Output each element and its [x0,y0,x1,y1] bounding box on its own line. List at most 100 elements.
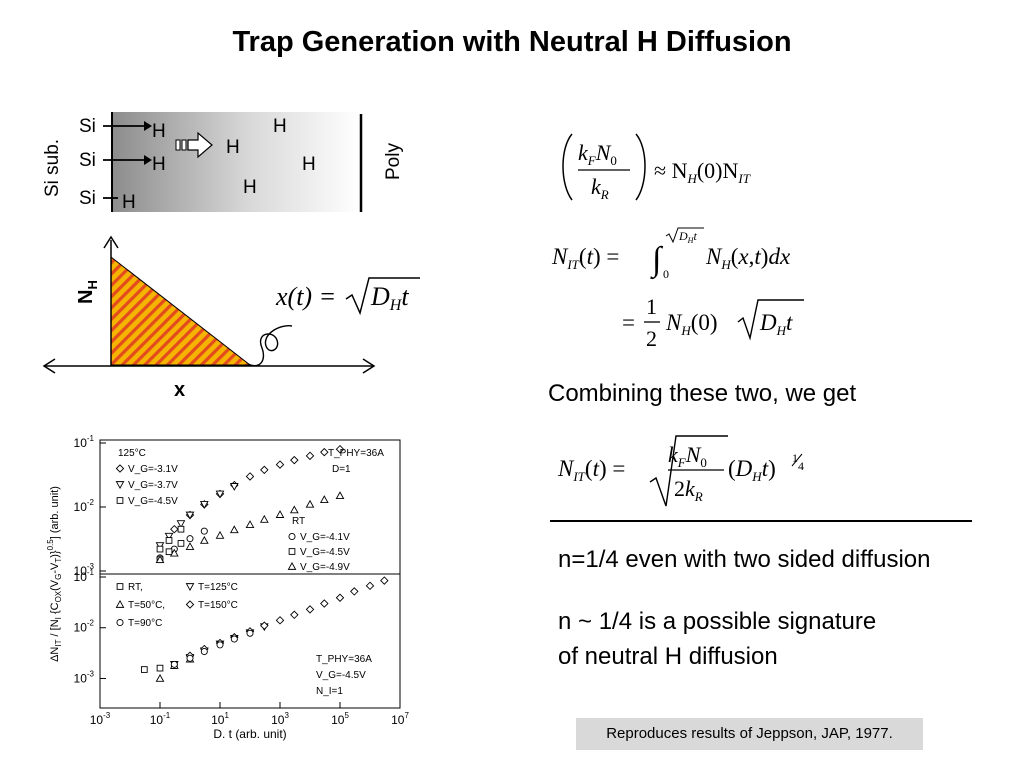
svg-text:NH(0): NH(0) [665,310,718,338]
data-point-diamond [185,600,195,609]
data-point-triangle-up [155,673,165,682]
svg-text:kFN0: kFN0 [668,442,707,470]
data-point-diamond [290,610,299,620]
y-tick-label: 10-2 [74,498,95,514]
data-point-square [116,583,124,590]
data-point-diamond [260,621,269,630]
data-point-triangle-down [229,483,239,491]
data-point-diamond [260,465,269,475]
legend-label: V_G=-3.7V [128,480,178,491]
annotation-temperature: 125°C [118,448,146,459]
svg-text:0: 0 [663,267,669,281]
y-tick-label: 10-2 [74,619,95,635]
data-point-triangle-down [164,532,174,541]
h-atom: H [122,192,136,213]
data-point-square [116,497,124,504]
y-tick-label: 10-1 [74,434,95,450]
data-point-triangle-down [185,583,195,592]
x-tick-label: 107 [391,711,409,727]
data-point-square [165,537,173,544]
si-label: Si [79,116,96,137]
data-point-diamond [305,605,315,614]
data-point-triangle-up [275,510,285,518]
legend-label: T=50°C, [128,600,165,611]
data-point-square [156,545,164,553]
nh-axis-label: NH [75,280,100,304]
svg-text:kFN0: kFN0 [578,140,617,168]
data-point-diamond [320,447,329,457]
chart-y-label: ΔNIT / [NI {COX(VG-VT)}0.5] (arb. unit) [46,486,63,662]
h-atom: H [152,121,166,142]
data-point-circle [186,535,194,543]
poly-label: Poly [383,143,404,180]
data-point-triangle-down [199,501,209,509]
data-point-square [156,664,164,672]
legend-label: T=125°C [198,582,238,593]
svg-text:DHt: DHt [759,310,793,338]
svg-text:NIT(t) =: NIT(t) = [557,456,625,484]
slide-title: Trap Generation with Neutral H Diffusion [232,26,792,58]
si-label: Si [79,188,96,209]
pointer-squiggle [247,325,293,367]
data-point-diamond [335,444,345,454]
annotation-vg: V_G=-4.5V [316,670,366,681]
svg-text:2: 2 [646,326,657,351]
data-point-triangle-up [215,530,225,539]
data-point-diamond [275,616,285,625]
eq1-rhs: ≈ NH(0)NIT [654,158,751,186]
nh-profile-plot: NH x [42,235,376,401]
diffusion-length-equation: x(t) = DHt [274,273,434,317]
data-point-triangle-up [287,561,297,570]
data-point-diamond [290,455,299,465]
data-point-circle [186,654,194,662]
data-point-triangle-up [305,499,315,508]
x-axis-label: x [174,379,185,401]
oxide-region [112,112,360,212]
x-axis-left-arrow-icon [42,358,56,374]
data-point-diamond [365,581,375,591]
data-point-triangle-down [185,511,195,520]
data-point-triangle-up [185,542,195,550]
data-point-triangle-down [215,490,225,499]
data-point-triangle-up [245,520,255,528]
legend-label: T=150°C [198,600,238,611]
data-point-triangle-up [259,514,269,523]
si-label: Si [79,150,96,171]
right-paren [635,133,646,201]
svg-text:1: 1 [646,294,657,319]
annotation-d: D=1 [332,464,351,475]
combining-text: Combining these two, we get [548,380,857,407]
power-law-equation: NIT(t) = kFN0 2kR (DHt) 1 4 [557,435,804,507]
svg-text:∫: ∫ [650,241,664,280]
annotation-ni: N_I=1 [316,686,343,697]
left-paren [562,133,573,201]
result-text: n=1/4 even with two sided diffusion [558,546,931,573]
data-point-triangle-up [115,599,125,608]
profile-triangle [110,255,252,366]
data-point-circle [230,635,238,643]
svg-text:2kR: 2kR [674,476,703,504]
legend-label: V_G=-4.9V [300,562,350,573]
legend-label: V_G=-4.5V [300,547,350,558]
data-point-triangle-up [229,525,239,534]
data-point-circle [170,660,178,668]
data-point-triangle-up [169,548,179,557]
data-point-circle [116,618,124,627]
data-point-triangle-down [176,520,186,529]
integral-equation: NIT(t) = ∫ 0 DHt NH(x,t)dx = 1 2 NH(0) D… [551,227,804,351]
data-point-circle [246,629,254,637]
data-point-triangle-up [155,555,165,564]
svg-text:NIT(t) =: NIT(t) = [551,244,619,272]
svg-text:4: 4 [798,459,804,473]
x-tick-label: 103 [271,711,289,727]
x-tick-label: 10-3 [90,711,111,727]
h-atom: H [273,116,287,137]
h-atom: H [243,177,257,198]
eq-lhs: x(t) = [275,282,336,311]
data-point-square [177,525,185,533]
legend-label: V_G=-4.1V [300,532,350,543]
x-axis-right-arrow-icon [362,358,376,374]
data-point-square [288,548,296,555]
h-atom: H [152,154,166,175]
eq-radicand: DHt [370,282,409,314]
